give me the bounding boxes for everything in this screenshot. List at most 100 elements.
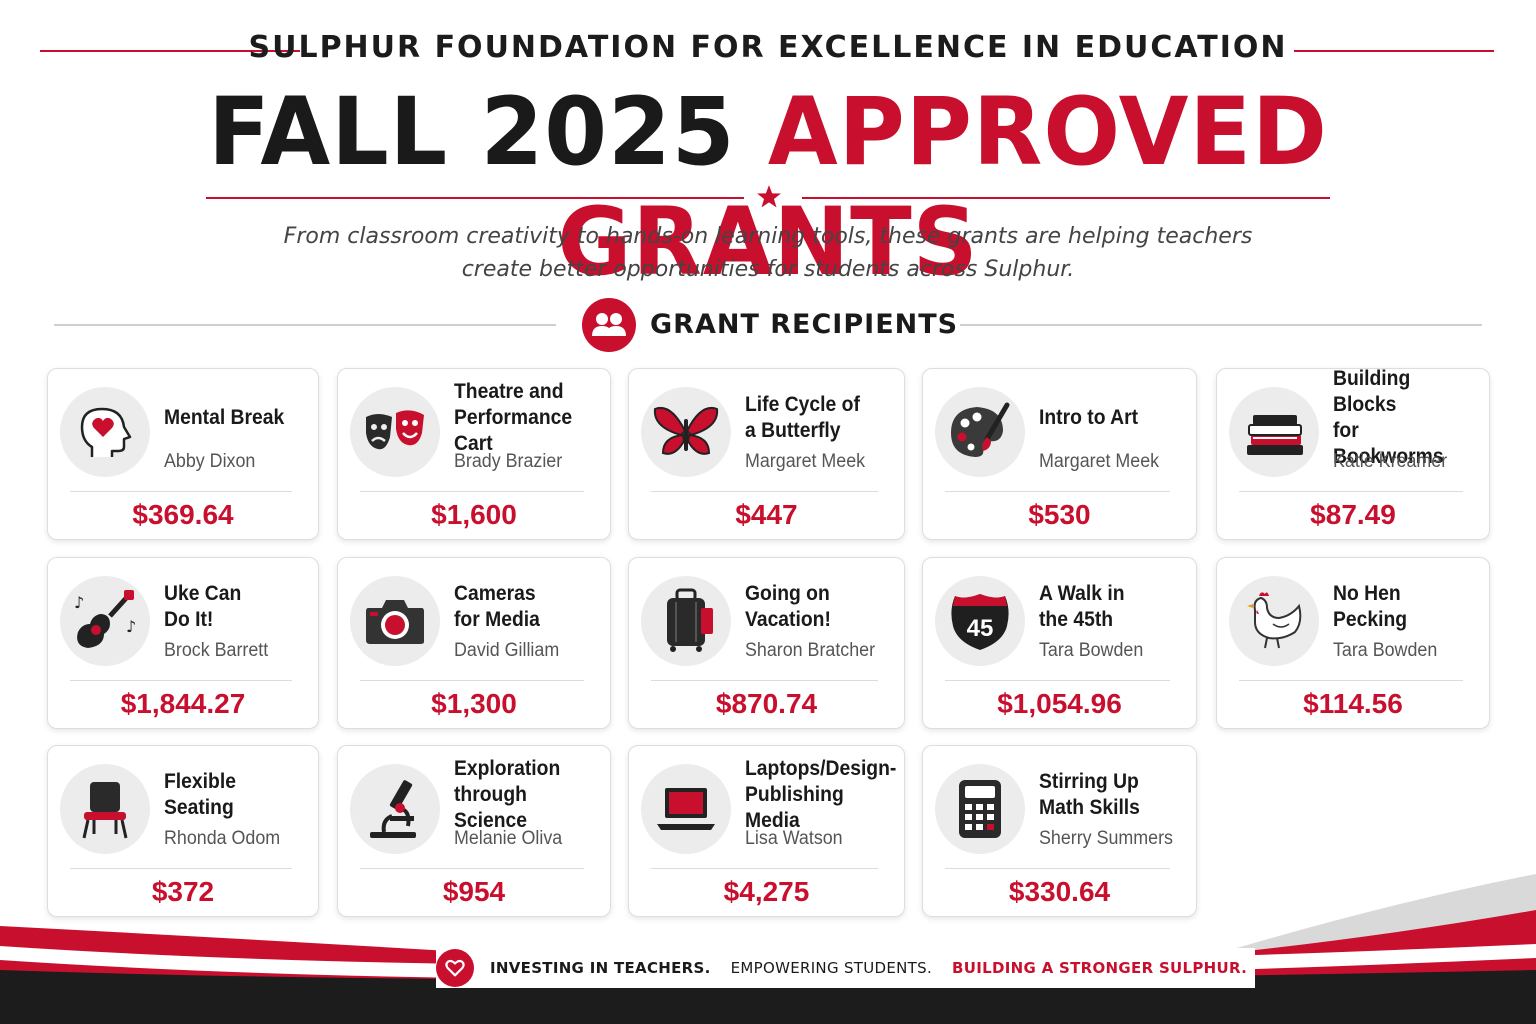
grant-teacher: Rhonda Odom (164, 828, 281, 849)
head-heart-icon (60, 387, 150, 477)
chair-icon (60, 764, 150, 854)
grant-amount: $1,844.27 (120, 688, 246, 719)
grant-amount: $1,600 (431, 499, 517, 530)
people-icon (582, 298, 636, 352)
grant-teacher: Sharon Bratcher (745, 640, 876, 661)
heart-icon (436, 949, 474, 987)
grant-card: 45 A Walk in the 45th Tara Bowden $1,054.96 (922, 557, 1197, 729)
svg-text:♪: ♪ (126, 617, 136, 636)
microscope-icon (350, 764, 440, 854)
grant-card: Stirring Up Math Skills Sherry Summers $33… (922, 745, 1197, 917)
tagline-empowering: EMPOWERING STUDENTS. (730, 959, 933, 977)
grant-card: Laptops/Design- Publishing Media Lisa Wat… (628, 745, 905, 917)
grant-teacher: Katie Kreamer (1333, 451, 1448, 472)
butterfly-icon (641, 387, 731, 477)
palette-icon (935, 387, 1025, 477)
card-divider (651, 680, 878, 681)
grant-teacher: Sherry Summers (1039, 828, 1173, 849)
highway-number: 45 (967, 615, 994, 642)
grant-teacher: Lisa Watson (745, 828, 843, 849)
card-divider (70, 491, 292, 492)
section-title: GRANT RECIPIENTS (650, 309, 959, 340)
grant-amount: $530 (1028, 499, 1091, 530)
title-approved-grants: APPROVED GRANTS (557, 78, 1328, 297)
footer-swoosh (0, 874, 1536, 1024)
grant-amount: $447 (735, 499, 798, 530)
star-icon (757, 185, 781, 208)
highway-45-icon: 45 (935, 576, 1025, 666)
grant-name: Theatre and Performance Cart (454, 380, 573, 455)
grant-name: Going on Vacation! (745, 582, 831, 631)
grant-amount: $1,054.96 (997, 688, 1122, 719)
suitcase-icon (641, 576, 731, 666)
grant-amount: $369.64 (132, 499, 234, 530)
grant-name: Building Blocks for Bookworms (1333, 367, 1444, 468)
laptop-icon (641, 764, 731, 854)
card-divider (360, 680, 584, 681)
card-divider (70, 868, 292, 869)
grant-card: Flexible Seating Rhonda Odom $372 (47, 745, 319, 917)
grant-amount: $87.49 (1310, 499, 1396, 530)
grant-name: Uke Can Do It! (164, 582, 242, 631)
page-title: FALL 2025 APPROVED GRANTS (31, 78, 1506, 298)
grant-teacher: Abby Dixon (164, 451, 256, 472)
calculator-icon (935, 764, 1025, 854)
theatre-masks-icon (350, 387, 440, 477)
grant-teacher: David Gilliam (454, 640, 560, 661)
grant-name: Exploration through Science (454, 757, 561, 832)
grant-teacher: Melanie Oliva (454, 828, 563, 849)
card-divider (1239, 491, 1463, 492)
tagline-building: BUILDING A STRONGER SULPHUR. (952, 959, 1248, 977)
grant-teacher: Brock Barrett (164, 640, 269, 661)
books-icon (1229, 387, 1319, 477)
section-rule-left (54, 324, 556, 326)
grant-amount: $870.74 (715, 688, 818, 719)
grant-amount: $954 (442, 876, 506, 907)
grant-name: A Walk in the 45th (1039, 582, 1125, 631)
grant-teacher: Margaret Meek (1039, 451, 1160, 472)
grant-teacher: Margaret Meek (745, 451, 866, 472)
grant-name: Mental Break (164, 406, 285, 429)
grant-card: Mental Break Abby Dixon $369.64 (47, 368, 319, 540)
grant-card: Life Cycle of a Butterfly Margaret Meek $4… (628, 368, 905, 540)
grant-name: Flexible Seating (164, 770, 236, 819)
card-divider (945, 491, 1170, 492)
grant-card: Exploration through Science Melanie Oliva… (337, 745, 611, 917)
card-divider (945, 680, 1170, 681)
title-rule-right (802, 197, 1330, 199)
ukulele-icon: ♪ ♪ (60, 576, 150, 666)
hen-icon (1229, 576, 1319, 666)
grant-name: Intro to Art (1039, 406, 1139, 429)
grant-teacher: Brady Brazier (454, 451, 563, 472)
grant-card: ♪ ♪ Uke Can Do It! Brock Barrett $1,844.27 (47, 557, 319, 729)
grant-name: Stirring Up Math Skills (1039, 770, 1140, 819)
grant-amount: $372 (151, 876, 215, 907)
grant-amount: $330.64 (1008, 876, 1111, 907)
title-rule-left (206, 197, 744, 199)
tagline-investing: INVESTING IN TEACHERS. (490, 959, 711, 977)
footer-tagline: INVESTING IN TEACHERS. EMPOWERING STUDEN… (436, 948, 1256, 988)
card-divider (651, 491, 878, 492)
grant-teacher: Tara Bowden (1333, 640, 1438, 661)
organization-name: SULPHUR FOUNDATION FOR EXCELLENCE IN EDU… (248, 30, 1288, 65)
grant-card: Cameras for Media David Gilliam $1,300 (337, 557, 611, 729)
grant-teacher: Tara Bowden (1039, 640, 1144, 661)
grant-amount: $1,300 (431, 688, 517, 719)
camera-icon (350, 576, 440, 666)
card-divider (360, 868, 584, 869)
grant-name: Life Cycle of a Butterfly (745, 393, 860, 442)
grant-card: Intro to Art Margaret Meek $530 (922, 368, 1197, 540)
section-rule-right (960, 324, 1482, 326)
card-divider (70, 680, 292, 681)
subtitle: From classroom creativity to hands-on le… (218, 220, 1318, 286)
grant-card: Theatre and Performance Cart Brady Brazie… (337, 368, 611, 540)
grant-name: Laptops/Design- Publishing Media (745, 757, 897, 832)
grant-amount: $114.56 (1303, 688, 1403, 719)
subtitle-line-1: From classroom creativity to hands-on le… (283, 224, 1253, 249)
grant-card: No Hen Pecking Tara Bowden $114.56 (1216, 557, 1490, 729)
header-rule-right (1294, 50, 1494, 52)
card-divider (651, 868, 878, 869)
card-divider (1239, 680, 1463, 681)
grant-name: Cameras for Media (454, 582, 540, 631)
grant-card: Building Blocks for Bookworms Katie Kream… (1216, 367, 1490, 540)
